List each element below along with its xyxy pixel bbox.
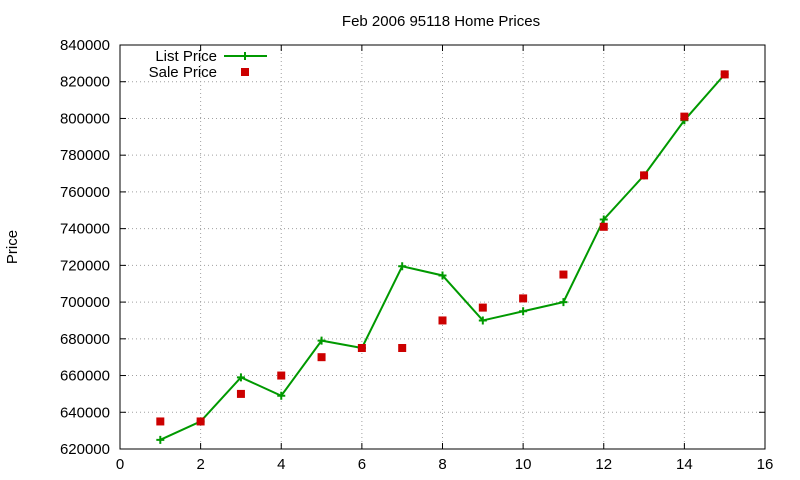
y-axis-label: Price bbox=[4, 230, 21, 264]
x-tick-label: 4 bbox=[277, 456, 285, 473]
sale-price-point bbox=[236, 389, 245, 398]
y-tick-label: 760000 bbox=[60, 184, 110, 201]
sale-price-point bbox=[720, 70, 729, 79]
list-price-point bbox=[277, 391, 286, 400]
list-price-point bbox=[317, 336, 326, 345]
y-tick-label: 680000 bbox=[60, 331, 110, 348]
list-price-point bbox=[398, 262, 407, 271]
x-tick-label: 2 bbox=[196, 456, 204, 473]
list-price-point bbox=[156, 435, 165, 444]
y-tick-label: 720000 bbox=[60, 257, 110, 274]
sale-price-point bbox=[317, 353, 326, 362]
legend-label: List Price bbox=[155, 48, 217, 65]
y-tick-label: 820000 bbox=[60, 74, 110, 91]
y-tick-label: 640000 bbox=[60, 404, 110, 421]
sale-price-point bbox=[196, 417, 205, 426]
sale-price-point bbox=[599, 222, 608, 231]
grid-lines bbox=[120, 45, 765, 449]
sale-price-point bbox=[640, 171, 649, 180]
sale-price-point bbox=[478, 303, 487, 312]
list-price-point bbox=[559, 298, 568, 307]
legend-cross-marker bbox=[241, 52, 249, 60]
y-tick-label: 660000 bbox=[60, 368, 110, 385]
sale-price-point bbox=[357, 344, 366, 352]
list-price-point bbox=[438, 271, 447, 280]
sale-price-point bbox=[438, 316, 447, 325]
list-price-point bbox=[478, 316, 487, 325]
y-tick-label: 840000 bbox=[60, 37, 110, 54]
sale-price-point bbox=[680, 112, 689, 121]
list-price-point bbox=[519, 307, 528, 316]
legend-label: Sale Price bbox=[149, 64, 217, 81]
list-price-point bbox=[599, 215, 608, 224]
sale-price-point bbox=[156, 417, 165, 426]
x-tick-label: 8 bbox=[438, 456, 446, 473]
x-tick-label: 12 bbox=[595, 456, 612, 473]
series-layer bbox=[156, 70, 729, 444]
sale-price-point bbox=[277, 371, 286, 380]
x-tick-label: 6 bbox=[358, 456, 366, 473]
sale-price-point bbox=[519, 294, 528, 303]
list-price-point bbox=[236, 373, 245, 382]
y-tick-label: 800000 bbox=[60, 110, 110, 127]
sale-price-point bbox=[398, 344, 407, 352]
legend-square-marker bbox=[241, 68, 249, 76]
sale-price-point bbox=[559, 270, 568, 279]
x-tick-label: 10 bbox=[515, 456, 532, 473]
x-tick-label: 0 bbox=[116, 456, 124, 473]
y-tick-label: 740000 bbox=[60, 221, 110, 238]
axis-ticks: 620000 640000 660000 680000 700000 720000 7400… bbox=[60, 37, 773, 473]
y-tick-label: 620000 bbox=[60, 441, 110, 458]
y-tick-label: 700000 bbox=[60, 294, 110, 311]
y-tick-label: 780000 bbox=[60, 147, 110, 164]
chart-title: Feb 2006 95118 Home Prices bbox=[342, 13, 540, 30]
x-tick-label: 16 bbox=[757, 456, 774, 473]
x-tick-label: 14 bbox=[676, 456, 693, 473]
